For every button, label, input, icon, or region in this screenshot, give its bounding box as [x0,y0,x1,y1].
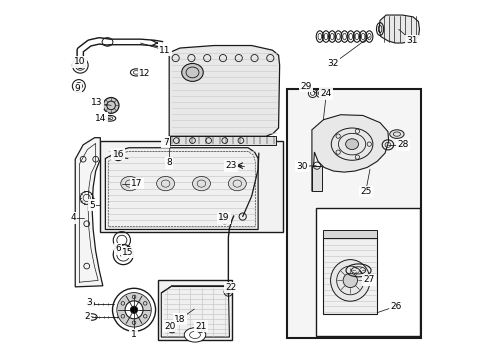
Text: 4: 4 [70,213,76,222]
Text: 23: 23 [225,161,236,170]
Text: 24: 24 [320,89,331,98]
Text: 5: 5 [89,201,95,210]
Ellipse shape [121,176,139,191]
Ellipse shape [117,293,151,327]
Text: 22: 22 [225,283,236,292]
Text: 7: 7 [163,138,168,147]
Text: 17: 17 [131,179,142,188]
Ellipse shape [125,301,142,319]
Text: 20: 20 [164,322,175,331]
Polygon shape [161,286,229,337]
Polygon shape [378,15,419,43]
Text: 32: 32 [327,59,339,68]
Text: 1: 1 [130,330,136,339]
Text: 31: 31 [406,36,417,45]
Polygon shape [75,138,102,287]
Bar [158,280,231,339]
Text: 11: 11 [159,46,170,55]
Ellipse shape [130,306,137,314]
Bar [311,166,321,192]
Text: 8: 8 [166,158,172,167]
Ellipse shape [103,98,119,113]
Polygon shape [105,148,258,229]
Bar [100,140,283,232]
Ellipse shape [156,176,174,191]
Ellipse shape [389,130,403,138]
Ellipse shape [330,260,369,301]
Ellipse shape [345,139,358,149]
Polygon shape [169,45,279,136]
Text: 15: 15 [122,248,133,257]
Text: 10: 10 [74,57,85,66]
Polygon shape [311,115,388,192]
Text: 21: 21 [195,322,206,331]
Ellipse shape [182,63,203,81]
Bar [169,136,275,145]
Text: 16: 16 [112,150,124,159]
Text: 25: 25 [359,187,371,196]
Bar [286,89,421,338]
Text: 14: 14 [95,114,106,123]
Text: 28: 28 [397,140,408,149]
Text: 18: 18 [174,315,185,324]
Bar [323,230,376,238]
Text: 26: 26 [389,302,401,311]
Text: 30: 30 [296,162,307,171]
Ellipse shape [184,328,205,342]
Bar [316,208,419,336]
Text: 27: 27 [363,275,374,284]
Text: 13: 13 [91,98,102,107]
Ellipse shape [343,273,357,288]
Text: 9: 9 [75,84,81,93]
Text: 2: 2 [84,312,89,321]
Ellipse shape [192,176,210,191]
Text: 6: 6 [115,244,121,253]
Text: 3: 3 [86,298,92,307]
Text: 19: 19 [218,213,229,222]
Text: 12: 12 [139,69,150,78]
Bar [323,237,376,315]
Ellipse shape [228,176,246,191]
Text: 29: 29 [300,82,311,91]
